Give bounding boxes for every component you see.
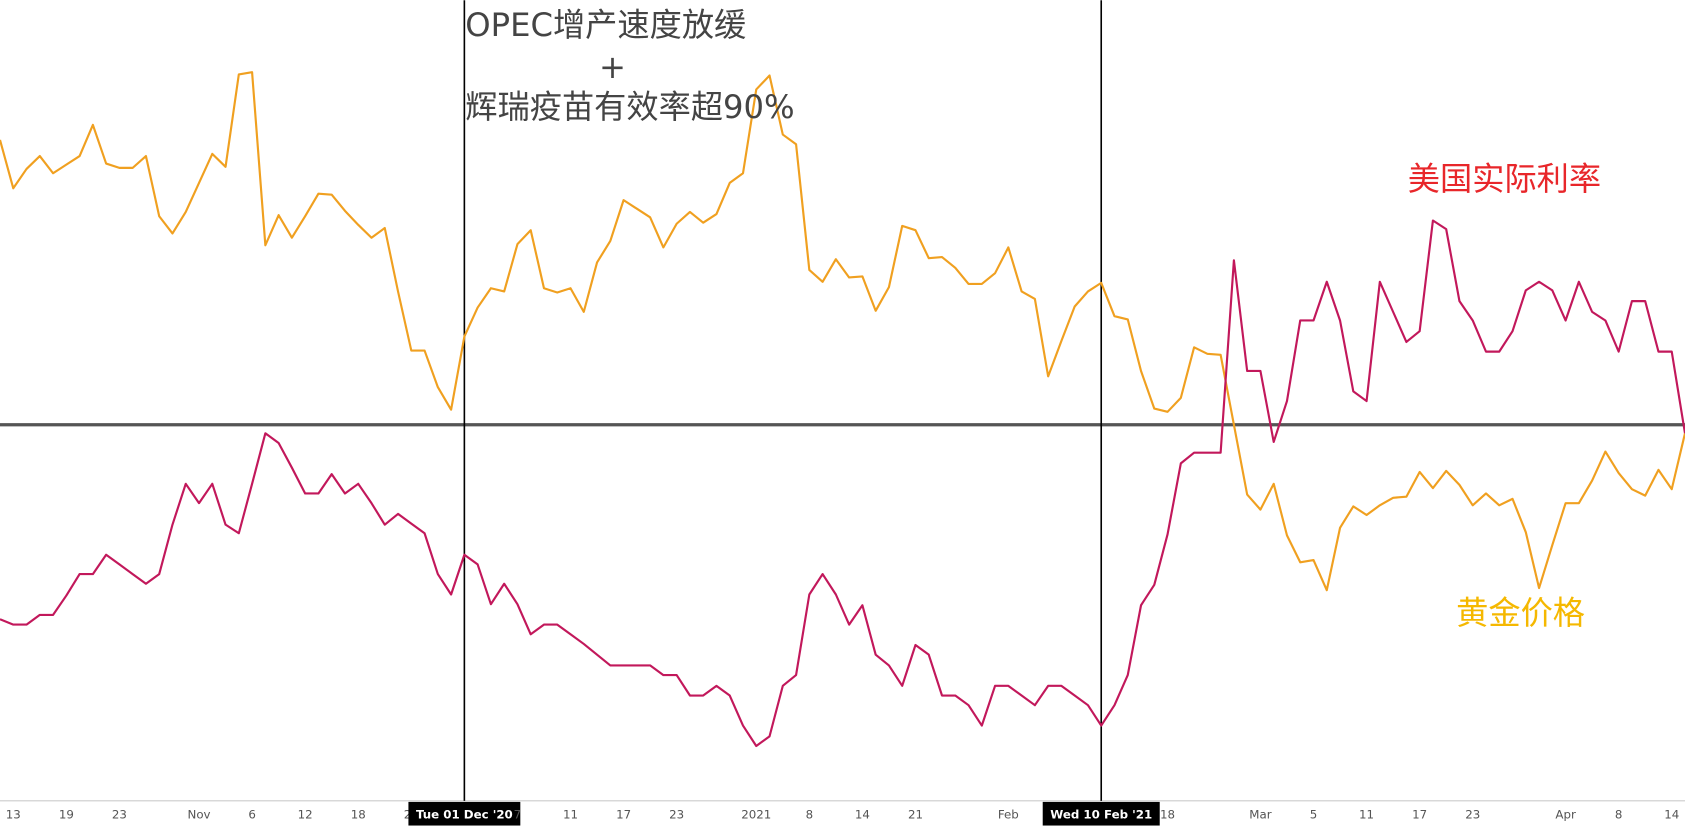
series-label: 美国实际利率 — [1408, 160, 1601, 198]
x-tick-label: 7 — [514, 807, 522, 821]
x-tick-label: 18 — [1160, 807, 1175, 821]
x-tick-label-highlight: Tue 01 Dec '20 — [416, 807, 513, 821]
x-tick-label: 23 — [669, 807, 684, 821]
x-tick-label: 19 — [59, 807, 74, 821]
x-tick-label-highlight: Wed 10 Feb '21 — [1050, 807, 1152, 821]
series-line — [0, 71, 1685, 592]
x-tick-label: Feb — [998, 807, 1019, 821]
x-tick-label: 8 — [806, 807, 814, 821]
x-tick-label: 23 — [112, 807, 127, 821]
annotation: + — [599, 48, 626, 86]
x-tick-label: 17 — [616, 807, 631, 821]
x-tick-label: 8 — [1615, 807, 1623, 821]
annotation: OPEC增产速度放缓 — [465, 6, 746, 44]
x-tick-label: 21 — [908, 807, 923, 821]
annotation: 辉瑞疫苗有效率超90% — [465, 88, 794, 126]
x-tick-label: Mar — [1249, 807, 1271, 821]
x-tick-label: 12 — [298, 807, 313, 821]
x-tick-label: 5 — [1310, 807, 1318, 821]
x-tick-label: Apr — [1555, 807, 1576, 821]
x-tick-label: 11 — [1359, 807, 1374, 821]
series-label: 黄金价格 — [1456, 594, 1585, 632]
series-line — [0, 219, 1685, 748]
x-tick-highlight-bg — [408, 801, 521, 826]
x-tick-highlight-bg — [1042, 801, 1160, 826]
x-tick-label: Nov — [187, 807, 210, 821]
x-tick-label: 14 — [855, 807, 870, 821]
x-tick-label: 23 — [1465, 807, 1480, 821]
x-tick-label: 18 — [351, 807, 366, 821]
x-tick-label: 11 — [563, 807, 578, 821]
x-tick-label: 13 — [6, 807, 21, 821]
x-tick-label: 6 — [248, 807, 256, 821]
x-tick-label: 17 — [1412, 807, 1427, 821]
x-tick-label: 14 — [1664, 807, 1679, 821]
x-tick-label: 2021 — [741, 807, 771, 821]
